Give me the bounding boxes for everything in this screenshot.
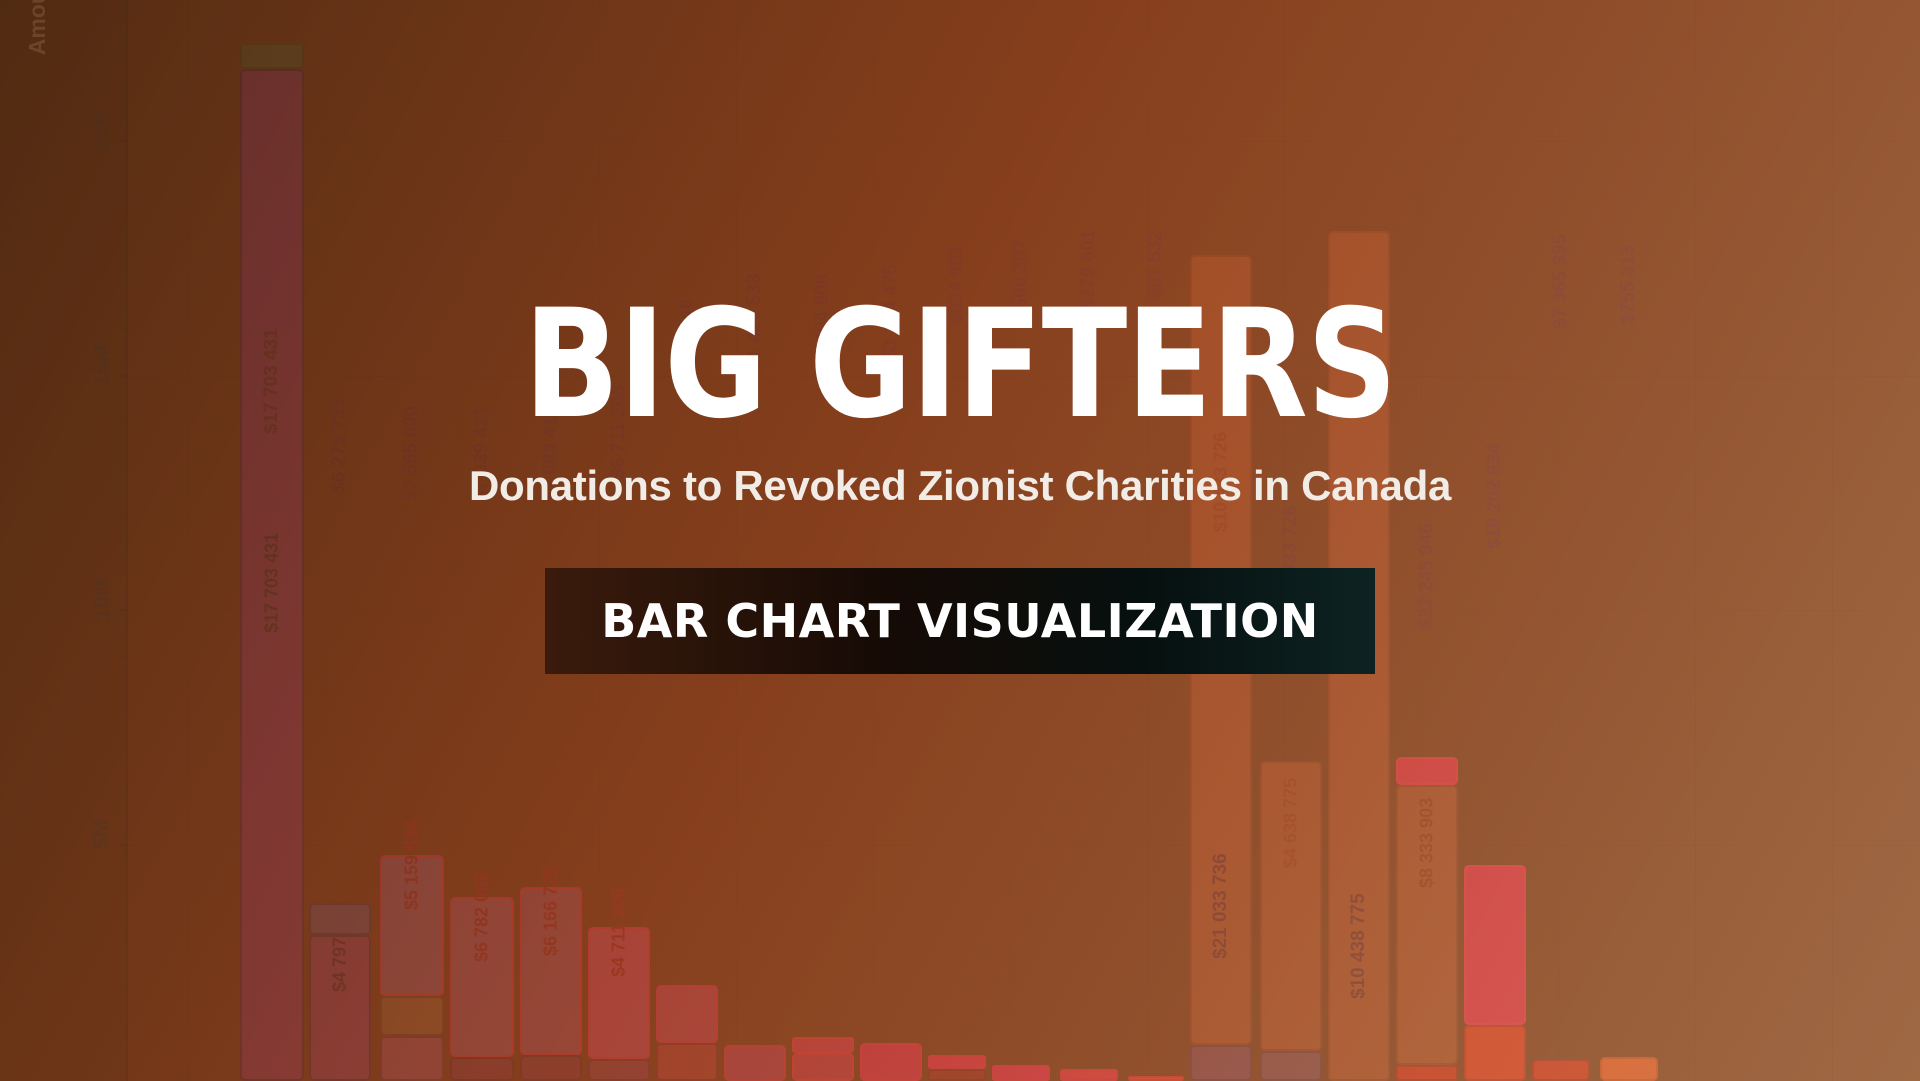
page-title: BIG GIFTERS: [523, 278, 1397, 452]
page-subtitle: Donations to Revoked Zionist Charities i…: [468, 462, 1452, 509]
visualization-badge: BAR CHART VISUALIZATION: [545, 568, 1375, 674]
visualization-badge-label: BAR CHART VISUALIZATION: [601, 594, 1319, 648]
